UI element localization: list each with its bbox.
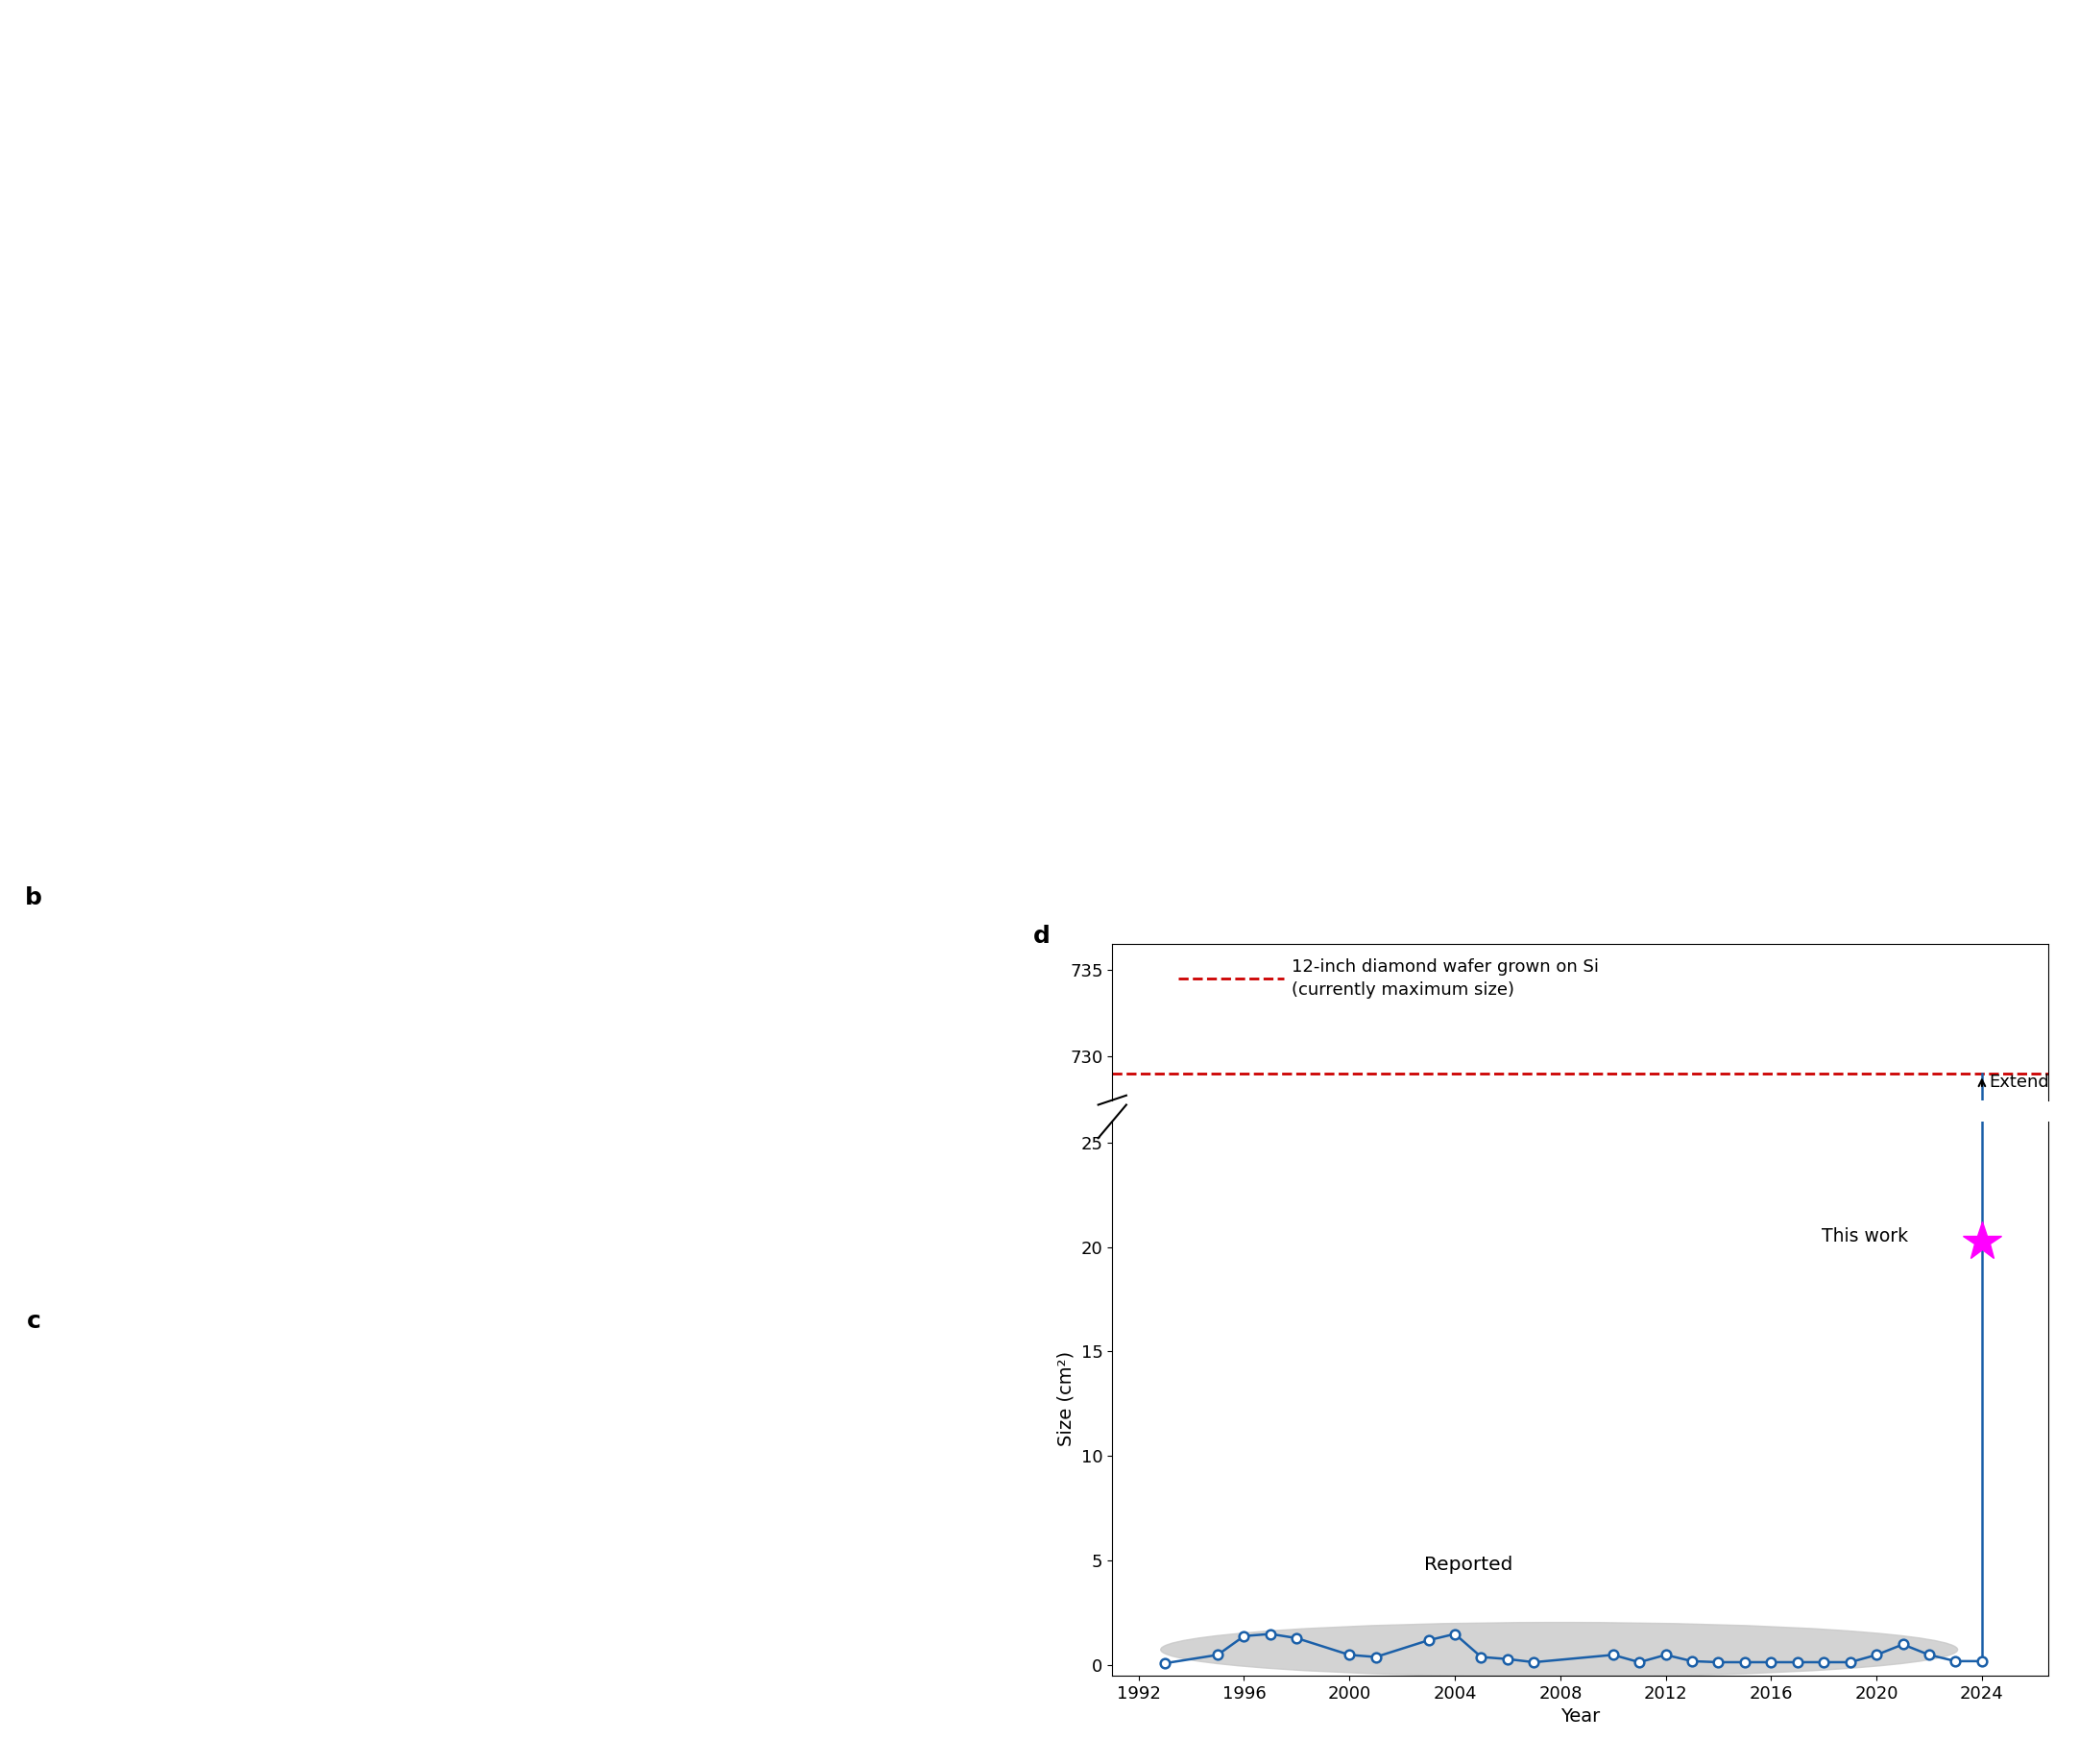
Text: d: d (1033, 924, 1050, 947)
Text: c: c (27, 1309, 42, 1332)
X-axis label: Year: Year (1559, 1708, 1601, 1725)
Text: 12-inch diamond wafer grown on Si
(currently maximum size): 12-inch diamond wafer grown on Si (curre… (1291, 958, 1599, 998)
Text: Extend: Extend (1988, 1073, 2048, 1090)
Text: a: a (25, 26, 42, 49)
Text: Reported: Reported (1424, 1556, 1511, 1573)
Text: This work: This work (1821, 1228, 1909, 1245)
Text: b: b (25, 886, 42, 908)
Y-axis label: Size (cm²): Size (cm²) (1058, 1351, 1075, 1446)
Ellipse shape (1160, 1623, 1958, 1678)
